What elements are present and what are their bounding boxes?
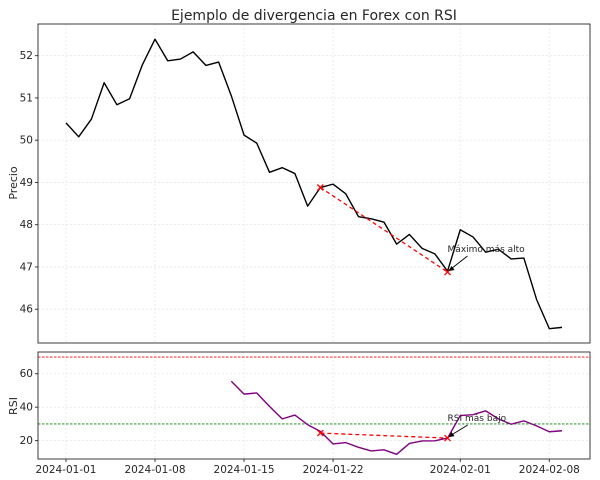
rsi-y-tick-label: 20 (20, 435, 33, 447)
chart-title: Ejemplo de divergencia en Forex con RSI (171, 8, 457, 24)
rsi-y-tick-label: 40 (20, 402, 33, 414)
x-tick-label: 2024-01-01 (35, 464, 96, 476)
price-y-ticks: 46 47 48 49 50 51 52 (20, 50, 38, 316)
rsi-grid (38, 352, 590, 459)
price-y-tick-label: 52 (20, 50, 33, 62)
rsi-divergence-marker (316, 429, 324, 437)
rsi-annotation-arrowhead (448, 432, 455, 438)
price-divergence-marker (316, 184, 324, 191)
rsi-plot: RSI más bajo (38, 356, 590, 456)
price-y-tick-label: 46 (20, 304, 34, 316)
price-plot: Máximo más alto (65, 38, 563, 330)
price-y-label: Precio (7, 166, 20, 200)
price-series-line (65, 38, 563, 330)
x-ticks: 2024-01-01 2024-01-08 2024-01-15 2024-01-22… (35, 459, 580, 476)
rsi-y-tick-label: 60 (20, 368, 33, 380)
rsi-divergence-line (320, 432, 448, 439)
x-tick-label: 2024-02-08 (519, 464, 580, 476)
x-tick-label: 2024-01-22 (303, 464, 364, 476)
price-y-tick-label: 51 (20, 92, 33, 104)
rsi-series-line (230, 380, 563, 456)
x-tick-label: 2024-01-15 (214, 464, 275, 476)
price-y-tick-label: 50 (20, 135, 33, 147)
price-y-tick-label: 47 (20, 261, 33, 273)
price-grid (38, 24, 590, 343)
price-divergence-line (319, 186, 448, 273)
rsi-annotation-label: RSI más bajo (448, 414, 507, 424)
rsi-axes-frame (37, 351, 591, 460)
price-annotation-arrowhead (448, 266, 455, 272)
rsi-y-ticks: 20 40 60 (20, 368, 38, 447)
x-tick-label: 2024-01-08 (124, 464, 185, 476)
price-y-tick-label: 48 (20, 219, 33, 231)
price-axes-frame (37, 23, 591, 344)
x-tick-label: 2024-02-01 (430, 464, 491, 476)
rsi-y-label: RSI (7, 397, 20, 415)
price-y-tick-label: 49 (20, 177, 33, 189)
price-annotation-label: Máximo más alto (448, 245, 526, 255)
